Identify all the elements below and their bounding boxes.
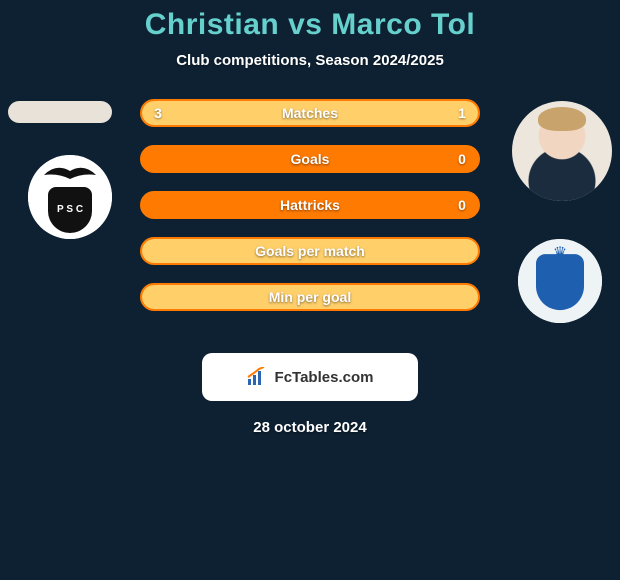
bar-value-left xyxy=(144,237,172,265)
page-title: Christian vs Marco Tol xyxy=(0,8,620,42)
bar-label: Goals per match xyxy=(140,237,480,265)
bar-value-left xyxy=(144,191,172,219)
crest-shield-icon xyxy=(536,254,584,310)
club-right-logo: ♛ xyxy=(518,239,602,323)
bar-value-left: 3 xyxy=(144,99,172,127)
bar-value-right: 0 xyxy=(448,191,476,219)
stat-row: Goals per match xyxy=(140,237,480,265)
watermark-badge: FcTables.com xyxy=(202,353,418,401)
date-label: 28 october 2024 xyxy=(0,419,620,436)
club-left-logo: P S C xyxy=(28,155,112,239)
comparison-card: Christian vs Marco Tol Club competitions… xyxy=(0,0,620,436)
player-left-photo xyxy=(8,101,112,123)
bar-value-right xyxy=(448,283,476,311)
bar-label: Hattricks xyxy=(140,191,480,219)
watermark-text: FcTables.com xyxy=(275,369,374,386)
feirense-crest-icon: ♛ xyxy=(518,239,602,323)
bar-label: Min per goal xyxy=(140,283,480,311)
stat-bars: Matches31Goals0Hattricks0Goals per match… xyxy=(140,99,480,329)
bar-value-right xyxy=(448,237,476,265)
stat-row: Hattricks0 xyxy=(140,191,480,219)
portimonense-crest-icon: P S C xyxy=(28,155,112,239)
bar-chart-icon xyxy=(247,367,269,387)
eagle-icon xyxy=(42,161,98,183)
player-right-photo xyxy=(512,101,612,201)
bar-value-left xyxy=(144,145,172,173)
bar-value-right: 0 xyxy=(448,145,476,173)
stat-row: Goals0 xyxy=(140,145,480,173)
bar-value-right: 1 xyxy=(448,99,476,127)
player-hair-icon xyxy=(538,107,586,131)
subtitle: Club competitions, Season 2024/2025 xyxy=(0,52,620,69)
stat-row: Min per goal xyxy=(140,283,480,311)
bar-value-left xyxy=(144,283,172,311)
bar-label: Goals xyxy=(140,145,480,173)
shield-icon: P S C xyxy=(48,187,92,233)
comparison-body: P S C ♛ Matches31Goals0Hattricks0Goals p… xyxy=(0,99,620,349)
bar-label: Matches xyxy=(140,99,480,127)
stat-row: Matches3 1 xyxy=(140,99,480,127)
